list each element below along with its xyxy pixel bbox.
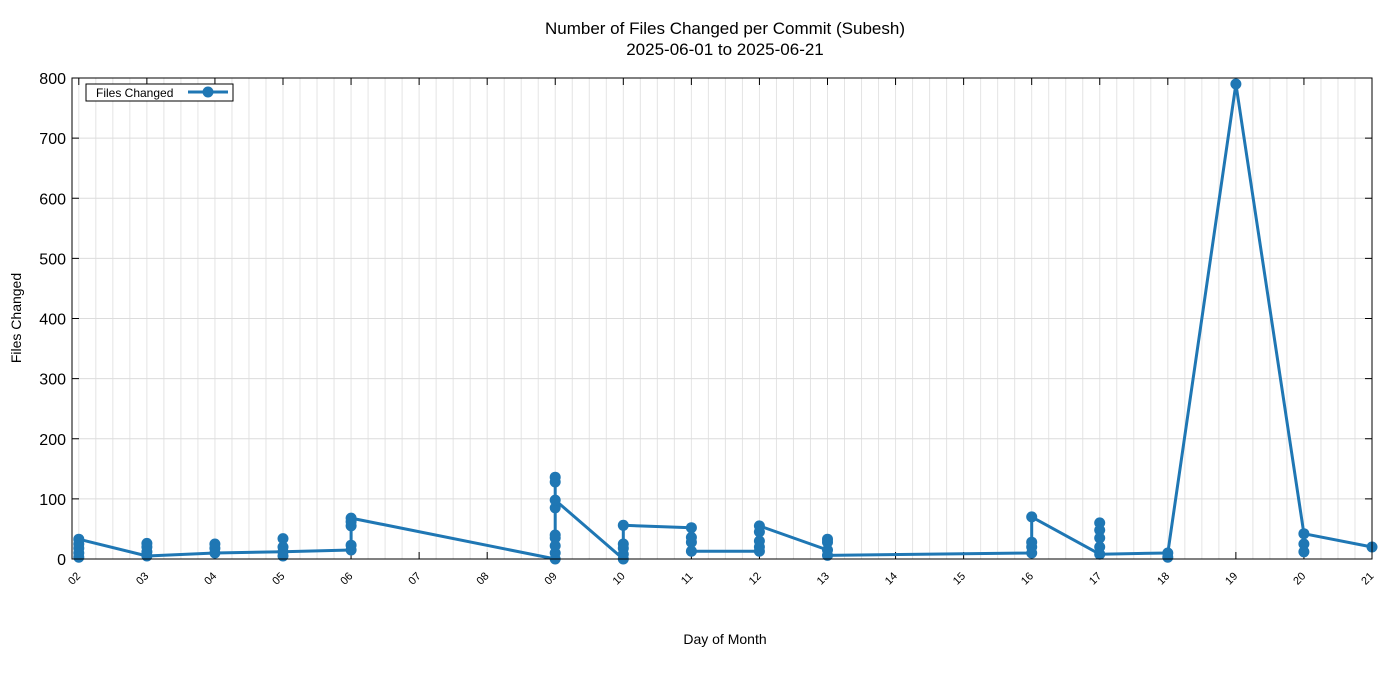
- legend-label: Files Changed: [96, 86, 173, 100]
- data-point: [753, 526, 765, 538]
- data-point: [822, 549, 833, 561]
- legend-box: [85, 83, 234, 102]
- y-tick-label: 400: [39, 312, 66, 329]
- plot-frame: [71, 77, 1373, 560]
- y-tick-label: 500: [39, 251, 66, 268]
- x-tick-label: 12: [747, 570, 764, 587]
- x-tick-label: 04: [202, 570, 219, 587]
- data-point: [345, 520, 357, 532]
- plot-area: [73, 78, 1378, 565]
- data-point: [1026, 536, 1038, 548]
- data-point: [277, 550, 289, 562]
- data-point: [1298, 528, 1310, 540]
- y-tick-label: 600: [39, 191, 66, 208]
- x-tick-label: 19: [1223, 570, 1240, 587]
- y-tick-label: 100: [39, 492, 66, 509]
- data-point: [549, 494, 561, 506]
- chart-subtitle: 2025-06-01 to 2025-06-21: [626, 40, 824, 59]
- x-tick-label: 17: [1087, 570, 1104, 587]
- data-point: [1094, 532, 1106, 544]
- y-tick-label: 700: [39, 131, 66, 148]
- y-axis-label: Files Changed: [8, 273, 24, 363]
- x-tick-label: 11: [679, 571, 696, 588]
- y-tick-label: 800: [39, 71, 66, 88]
- data-point: [141, 550, 153, 562]
- x-tick-label: 15: [951, 570, 968, 587]
- data-point: [1298, 546, 1310, 558]
- x-tick-label: 14: [883, 570, 900, 587]
- data-point: [549, 502, 561, 514]
- x-tick-label: 06: [338, 570, 355, 587]
- data-point: [549, 471, 561, 483]
- data-point: [617, 538, 629, 550]
- x-tick-label: 20: [1291, 570, 1308, 587]
- x-tick-label: 21: [1359, 570, 1376, 587]
- data-point: [1162, 551, 1174, 563]
- data-point: [345, 544, 357, 556]
- x-tick-label: 07: [406, 570, 423, 587]
- x-tick-label: 02: [66, 570, 83, 587]
- legend-marker: [202, 86, 214, 98]
- data-point: [685, 545, 697, 557]
- ticks: 0 100 200 300 400 500 600 700 800 02 03 04 05 06 07 08 0…: [39, 71, 1376, 587]
- data-point: [822, 536, 833, 548]
- data-point: [209, 547, 221, 559]
- data-point: [617, 519, 629, 531]
- data-point: [1026, 511, 1038, 523]
- grid: [72, 77, 1373, 560]
- data-point: [1094, 548, 1106, 560]
- data-point: [549, 529, 561, 541]
- data-point: [1298, 538, 1310, 550]
- x-tick-label: 09: [543, 570, 560, 587]
- data-point: [1230, 78, 1242, 90]
- data-point: [753, 545, 765, 557]
- data-point: [277, 533, 289, 545]
- data-point: [549, 540, 561, 552]
- x-tick-label: 16: [1019, 570, 1036, 587]
- data-point: [685, 522, 697, 534]
- y-tick-label: 300: [39, 372, 66, 389]
- x-tick-label: 18: [1155, 570, 1172, 587]
- x-axis-label: Day of Month: [683, 631, 766, 647]
- data-point: [1094, 524, 1106, 536]
- x-tick-label: 10: [611, 570, 628, 587]
- x-tick-label: 08: [474, 570, 491, 587]
- data-point: [73, 551, 85, 563]
- y-tick-label: 0: [57, 552, 66, 569]
- x-tick-label: 13: [815, 570, 832, 587]
- chart-title: Number of Files Changed per Commit (Sube…: [545, 19, 905, 38]
- y-tick-label: 200: [39, 432, 66, 449]
- x-tick-label: 05: [270, 570, 287, 587]
- legend: Files Changed: [85, 83, 234, 102]
- x-tick-label: 03: [134, 570, 151, 587]
- data-point: [685, 536, 697, 548]
